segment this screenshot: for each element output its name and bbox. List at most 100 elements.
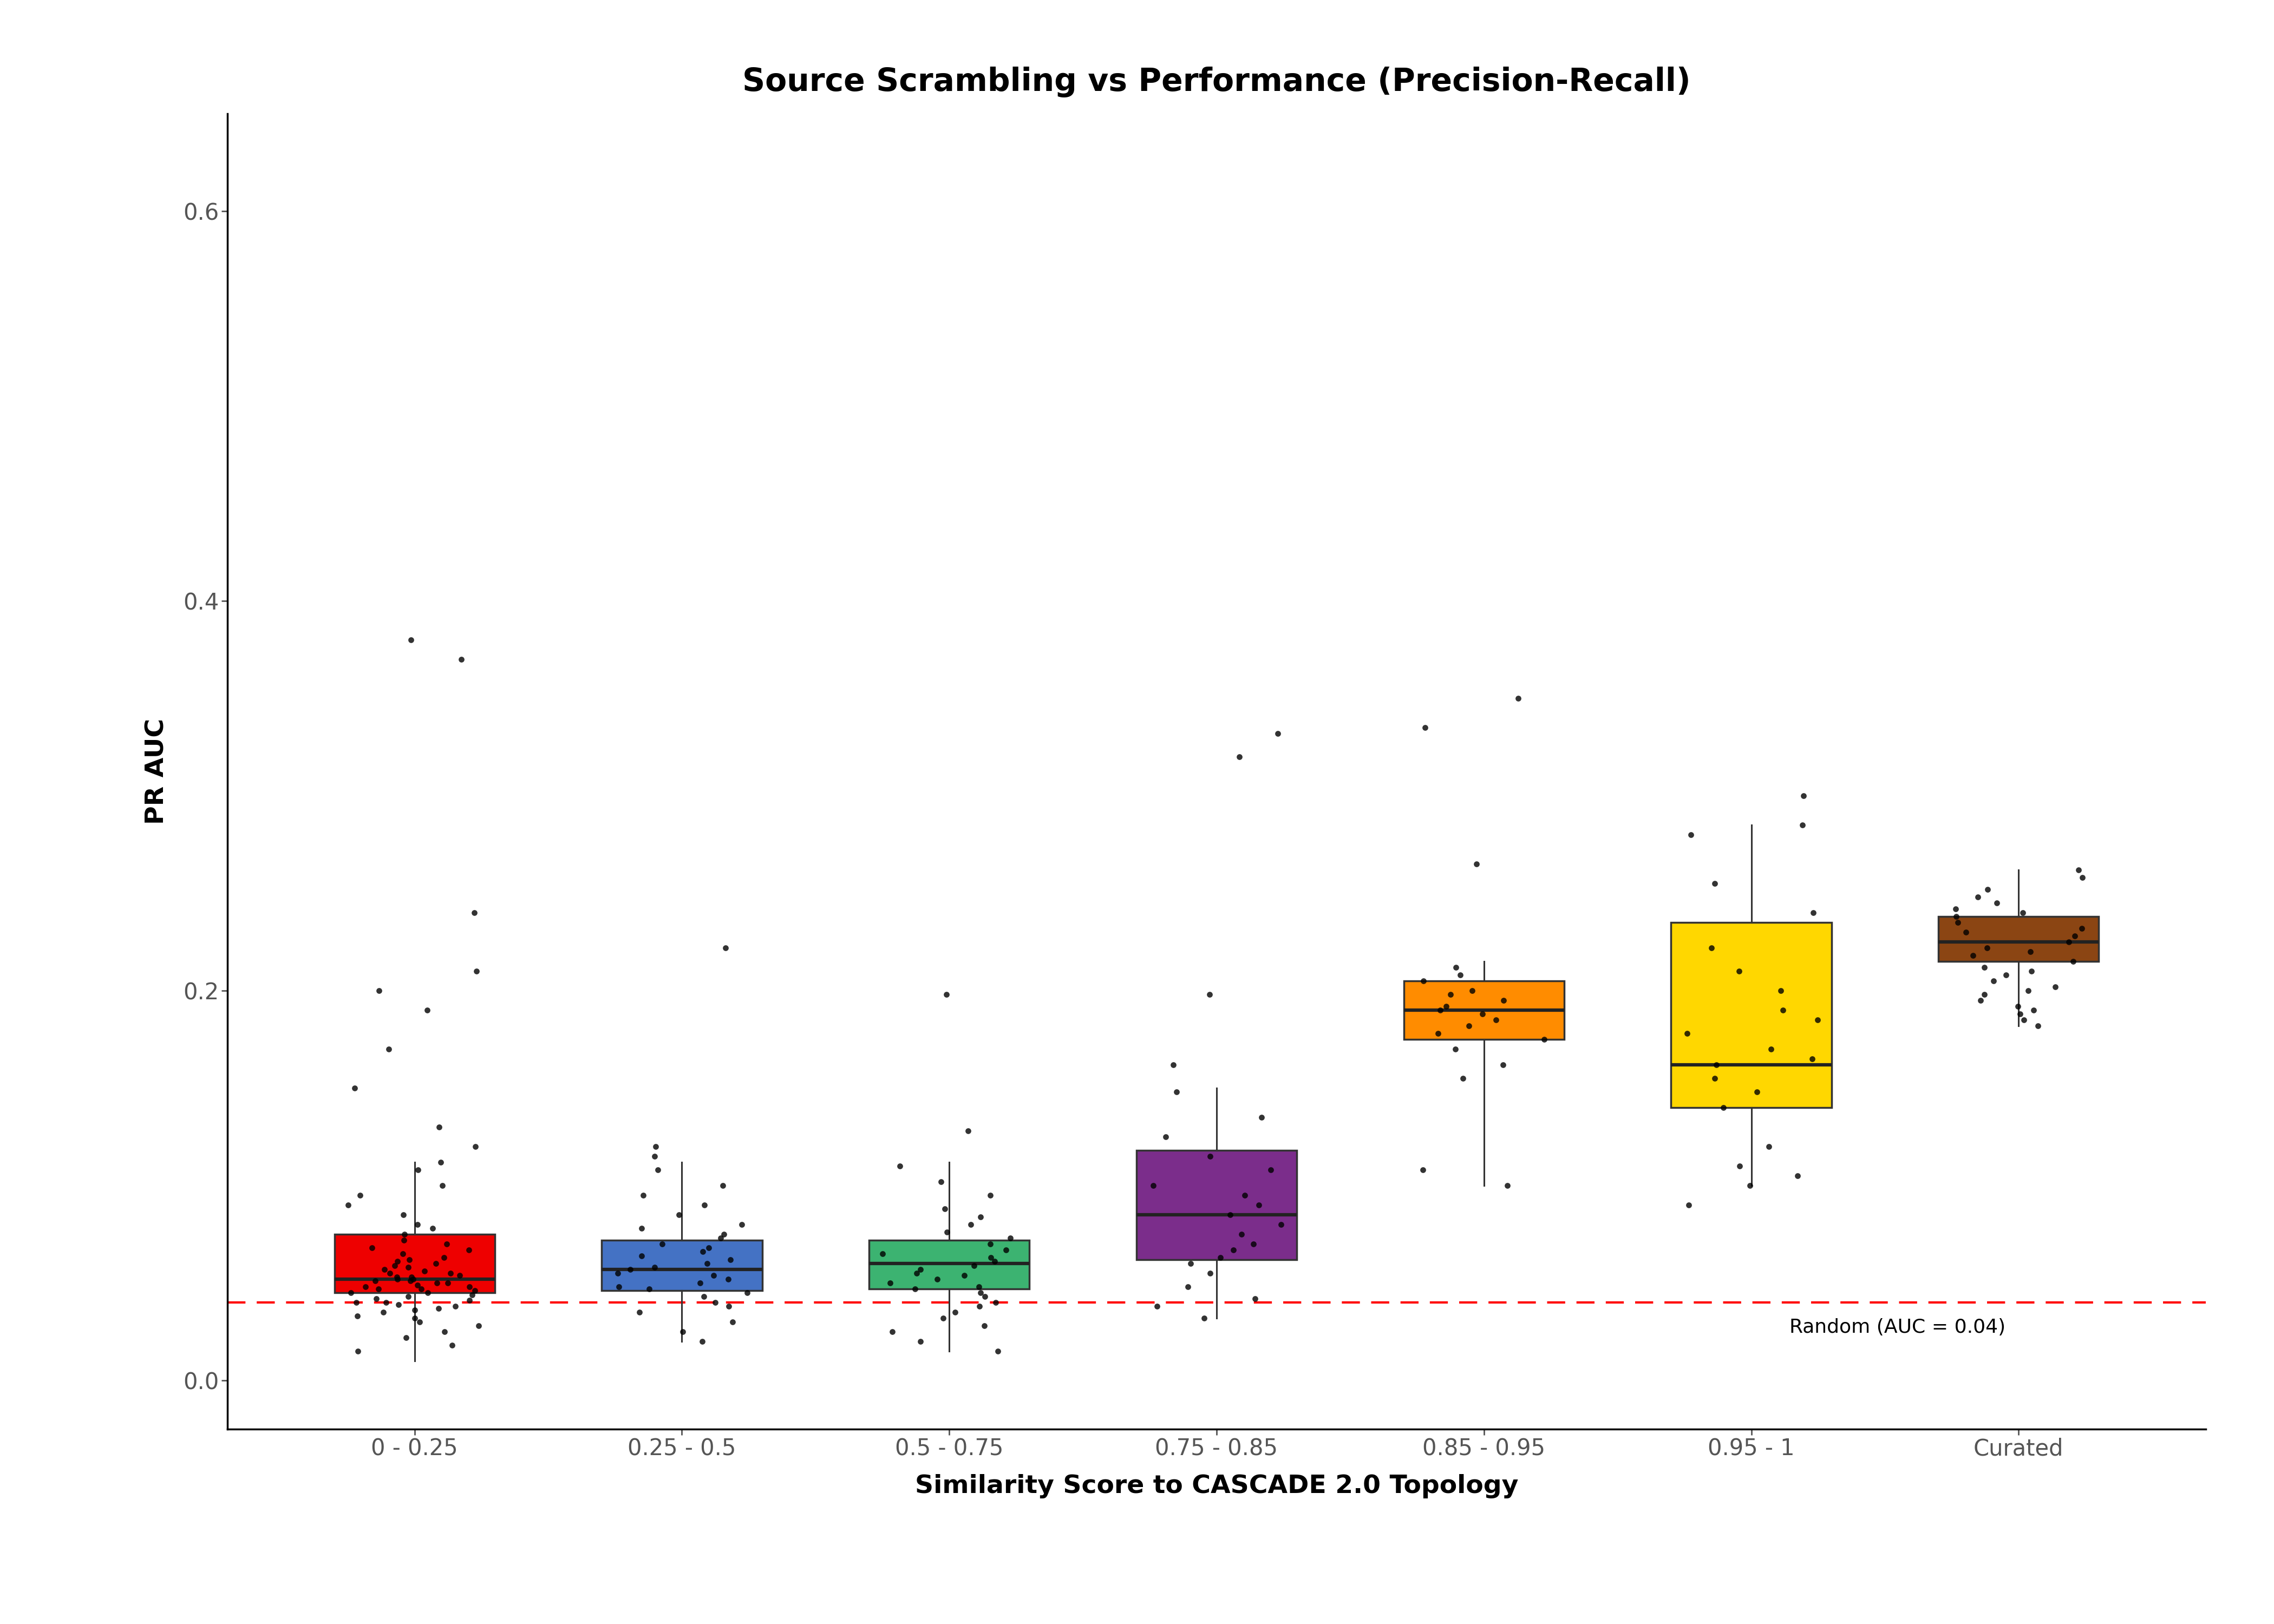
Point [632, 1276, 669, 1302]
Point [371, 1036, 407, 1062]
Point [991, 1224, 1028, 1250]
Point [391, 1268, 428, 1294]
Point [637, 1143, 673, 1169]
Point [421, 1114, 457, 1140]
Point [2063, 916, 2099, 942]
Point [1485, 1052, 1521, 1078]
Point [1762, 978, 1799, 1004]
Point [400, 1272, 437, 1298]
Point [1437, 955, 1474, 981]
Point [409, 1280, 446, 1306]
Point [450, 1273, 487, 1299]
Point [644, 1231, 680, 1257]
Point [1967, 981, 2003, 1007]
X-axis label: Similarity Score to CASCADE 2.0 Topology: Similarity Score to CASCADE 2.0 Topology [914, 1475, 1519, 1499]
Point [1794, 900, 1831, 926]
Point [1753, 1036, 1790, 1062]
Point [337, 1075, 373, 1101]
Point [366, 1299, 402, 1325]
Point [2001, 1000, 2038, 1026]
Point [1157, 1078, 1194, 1104]
Point [882, 1153, 919, 1179]
Point [348, 1273, 384, 1299]
Point [434, 1332, 471, 1358]
Point [1794, 1046, 1831, 1072]
Point [1421, 997, 1458, 1023]
Bar [1937, 916, 2099, 961]
Point [898, 1260, 935, 1286]
Point [1405, 1156, 1442, 1182]
Point [425, 1173, 462, 1199]
Point [612, 1257, 648, 1283]
Point [730, 1280, 766, 1306]
Point [2056, 948, 2092, 974]
Point [441, 1262, 478, 1288]
Bar [1137, 1150, 1296, 1260]
Point [389, 1325, 425, 1351]
Point [391, 1247, 428, 1273]
Point [2012, 958, 2049, 984]
Point [2015, 997, 2051, 1023]
Point [966, 1283, 1003, 1309]
Point [402, 1309, 439, 1335]
Point [687, 1192, 723, 1218]
Point [357, 1268, 393, 1294]
Point [389, 1283, 425, 1309]
Point [393, 627, 430, 653]
Point [371, 1260, 407, 1286]
Point [357, 1286, 393, 1312]
Point [1223, 1221, 1260, 1247]
Point [359, 1276, 396, 1302]
Point [923, 1169, 960, 1195]
Point [1987, 961, 2024, 987]
Point [1740, 1078, 1776, 1104]
Point [896, 1276, 932, 1302]
Bar [603, 1241, 762, 1291]
Point [1169, 1273, 1205, 1299]
Point [1244, 1104, 1280, 1130]
Point [1501, 685, 1537, 711]
Point [1976, 968, 2012, 994]
Point [1458, 851, 1494, 877]
Point [705, 1221, 741, 1247]
Point [712, 1293, 748, 1319]
Point [871, 1270, 907, 1296]
Point [600, 1260, 637, 1286]
Point [384, 1241, 421, 1267]
Point [1526, 1026, 1562, 1052]
Point [1221, 744, 1258, 770]
Bar [334, 1234, 496, 1293]
Point [903, 1257, 939, 1283]
Point [919, 1267, 955, 1293]
Point [1135, 1173, 1171, 1199]
Point [391, 1254, 428, 1280]
Point [418, 1270, 455, 1296]
Point [425, 1319, 462, 1345]
Point [1408, 715, 1444, 741]
Point [1956, 942, 1992, 968]
Point [402, 1276, 439, 1302]
Point [976, 1249, 1012, 1275]
Point [621, 1299, 657, 1325]
Point [1799, 1007, 1835, 1033]
Point [1669, 1020, 1706, 1046]
Point [1969, 877, 2006, 903]
Point [1214, 1237, 1251, 1263]
Point [623, 1215, 659, 1241]
Point [873, 1319, 910, 1345]
Point [1671, 1192, 1708, 1218]
Point [714, 1309, 750, 1335]
Point [400, 1212, 437, 1237]
Point [432, 1260, 468, 1286]
Point [1235, 1231, 1271, 1257]
Point [682, 1270, 719, 1296]
Point [1203, 1244, 1239, 1270]
Point [637, 1134, 673, 1160]
Point [377, 1252, 414, 1278]
Point [962, 1293, 998, 1319]
Point [637, 1254, 673, 1280]
Point [423, 1150, 459, 1176]
Point [659, 1202, 696, 1228]
Point [366, 1257, 402, 1283]
Point [1139, 1293, 1176, 1319]
